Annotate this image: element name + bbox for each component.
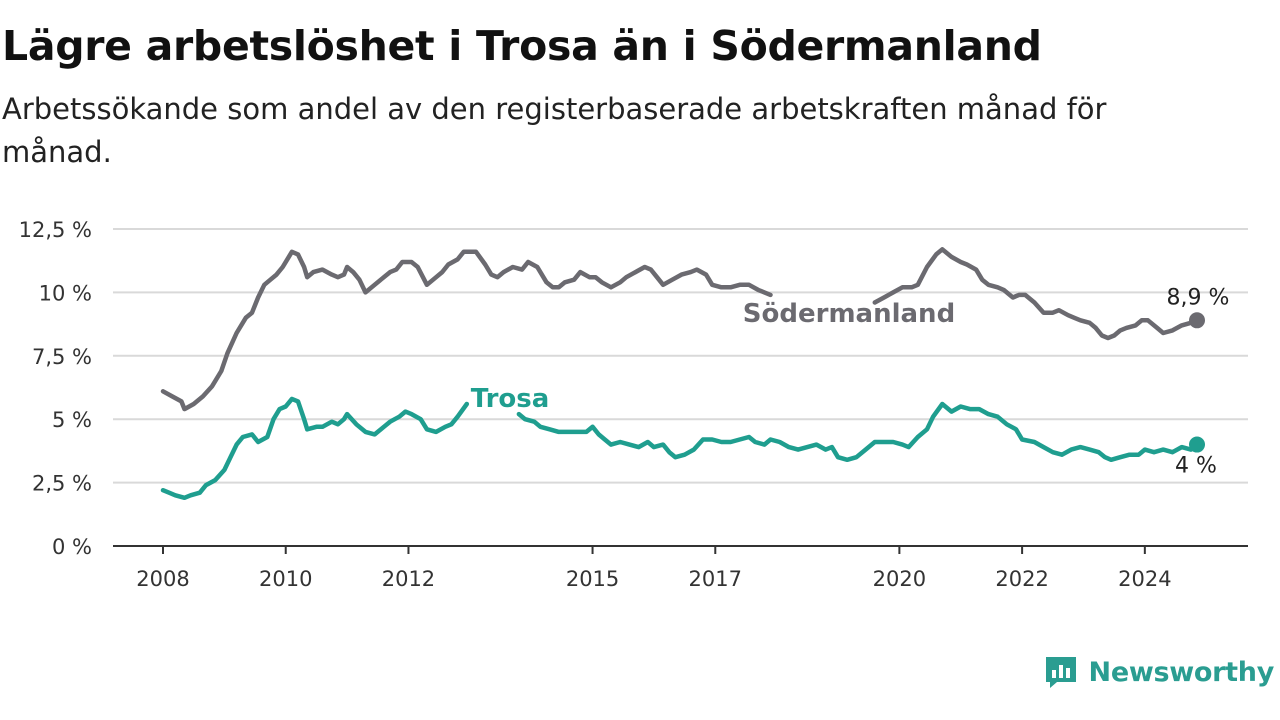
end-point-sodermanland xyxy=(1189,312,1205,329)
newsworthy-logo-icon xyxy=(1045,657,1076,688)
brand-name: Newsworthy xyxy=(1088,656,1275,688)
series-labels: 8,9 % 4 % Södermanland Trosa xyxy=(471,285,1230,478)
series-line-sodermanland xyxy=(160,249,773,412)
y-axis-ticks: 0 % 2,5 % 5 % 7,5 % 10 % 12,5 % xyxy=(19,218,92,559)
y-tick-label: 0 % xyxy=(52,535,92,559)
line-chart: 0 %2,5 %5 %7,5 %10 %12,5 % 2008 2010 2012 2… xyxy=(19,218,1248,591)
y-tick-label: 5 % xyxy=(52,408,92,432)
y-tick-label: 12,5 % xyxy=(19,218,92,242)
newsworthy-brand: Newsworthy xyxy=(1043,654,1274,690)
x-tick-label: 2008 xyxy=(136,567,189,591)
y-tick-label: 2,5 % xyxy=(32,472,92,496)
series-line-sodermanland xyxy=(872,247,1200,341)
x-tick-label: 2015 xyxy=(566,567,619,591)
series-label-trosa: Trosa xyxy=(471,384,550,414)
x-axis-ticks: 2008 2010 2012 2015 2017 2020 2022 2024 xyxy=(136,546,1172,591)
end-value-label-trosa: 4 % xyxy=(1175,454,1217,479)
chart-subtitle: Arbetssökande som andel av den registerb… xyxy=(2,92,1107,169)
end-point-trosa xyxy=(1189,436,1205,453)
end-value-label-sodermanland: 8,9 % xyxy=(1167,285,1230,310)
series-line-trosa xyxy=(160,396,470,501)
series-lines xyxy=(160,247,1205,501)
x-tick-label: 2020 xyxy=(873,567,926,591)
x-tick-label: 2012 xyxy=(382,567,435,591)
chart-title: Lägre arbetslöshet i Trosa än i Söderman… xyxy=(2,22,1042,70)
x-tick-label: 2024 xyxy=(1118,567,1171,591)
series-label-sodermanland: Södermanland xyxy=(743,299,955,329)
x-tick-label: 2010 xyxy=(259,567,312,591)
x-tick-label: 2022 xyxy=(995,567,1048,591)
y-tick-label: 7,5 % xyxy=(32,345,92,369)
y-tick-label: 10 % xyxy=(39,281,92,305)
series-line-trosa xyxy=(516,401,1200,463)
x-tick-label: 2017 xyxy=(689,567,742,591)
